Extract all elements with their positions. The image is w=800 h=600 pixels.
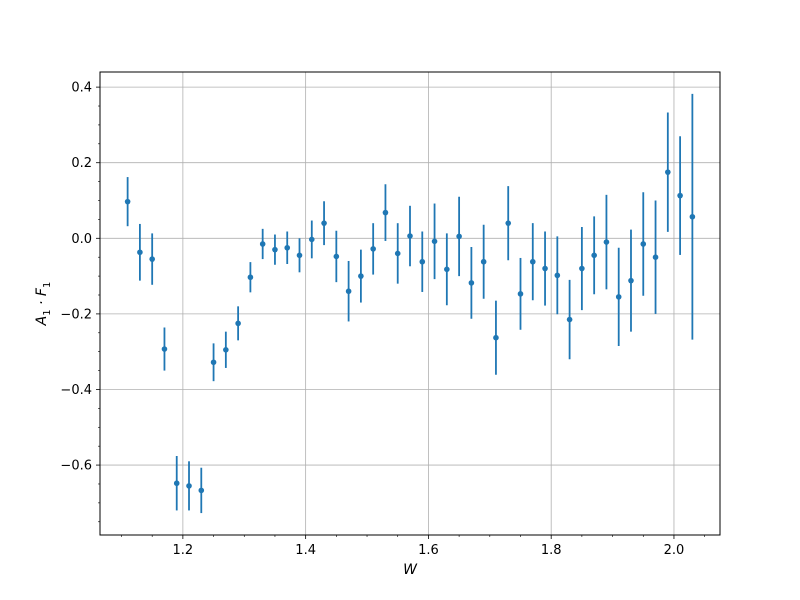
y-tick-label: −0.4 — [60, 383, 92, 398]
plot-frame — [99, 71, 721, 536]
data-point — [284, 244, 291, 251]
data-point — [615, 294, 622, 300]
data-point — [665, 169, 671, 175]
x-tick-label: 1.6 — [418, 543, 439, 558]
data-series — [124, 93, 696, 514]
data-point — [677, 192, 683, 199]
data-point — [493, 334, 499, 341]
data-point — [370, 246, 376, 252]
data-point — [198, 487, 205, 494]
data-point — [382, 209, 389, 216]
data-point — [296, 252, 303, 259]
data-point — [333, 253, 340, 260]
x-tick-label: 2.0 — [664, 543, 685, 558]
x-tick-label: 1.2 — [173, 543, 194, 558]
data-point — [628, 277, 634, 284]
x-tick-label: 1.8 — [541, 543, 562, 558]
data-point — [505, 220, 512, 226]
y-axis-label: A1 · F1 — [34, 282, 53, 327]
data-point — [321, 220, 327, 226]
x-axis-label: W — [403, 562, 418, 578]
data-point — [407, 233, 413, 239]
y-tick-label: −0.6 — [60, 459, 92, 474]
y-tick-label: −0.2 — [60, 307, 92, 322]
data-point — [689, 213, 696, 220]
data-point — [419, 258, 426, 265]
y-tick-label: 0.0 — [71, 232, 92, 247]
data-point — [308, 236, 315, 243]
data-point — [173, 480, 180, 487]
data-point — [480, 258, 487, 265]
data-point — [210, 359, 217, 366]
data-point — [235, 320, 241, 327]
data-point — [652, 254, 659, 260]
data-point — [272, 246, 278, 253]
axis-ticks: 1.2 1.4 1.6 1.8 2.0 −0.6 −0.4 −0.2 0.0 0.2 0.4 — [60, 81, 705, 558]
data-point — [468, 280, 475, 286]
data-point — [358, 273, 364, 279]
y-axis-label-part: · F — [34, 287, 50, 309]
y-tick-label: 0.2 — [71, 156, 92, 171]
data-point — [259, 241, 266, 247]
data-point — [517, 291, 524, 297]
y-axis-label-part: 1 — [42, 282, 53, 288]
data-point — [394, 250, 401, 257]
data-point — [603, 239, 610, 245]
y-tick-label: 0.4 — [71, 81, 92, 96]
data-point — [345, 288, 352, 295]
data-point — [186, 483, 192, 489]
data-point — [223, 347, 229, 353]
data-point — [542, 265, 548, 272]
data-point — [149, 256, 155, 262]
data-point — [529, 258, 536, 265]
data-point — [579, 265, 585, 272]
data-point — [640, 241, 647, 247]
data-point — [431, 238, 438, 245]
data-point — [161, 346, 168, 352]
data-point — [444, 266, 450, 273]
x-tick-label: 1.4 — [295, 543, 316, 558]
data-point — [591, 252, 597, 259]
data-point — [554, 272, 561, 279]
data-point — [456, 233, 462, 240]
data-point — [247, 274, 254, 281]
data-point — [566, 316, 573, 323]
y-axis-label-part: 1 — [42, 309, 53, 315]
y-axis-label-part: A — [34, 316, 50, 327]
data-point — [124, 198, 131, 205]
data-point — [137, 249, 143, 256]
